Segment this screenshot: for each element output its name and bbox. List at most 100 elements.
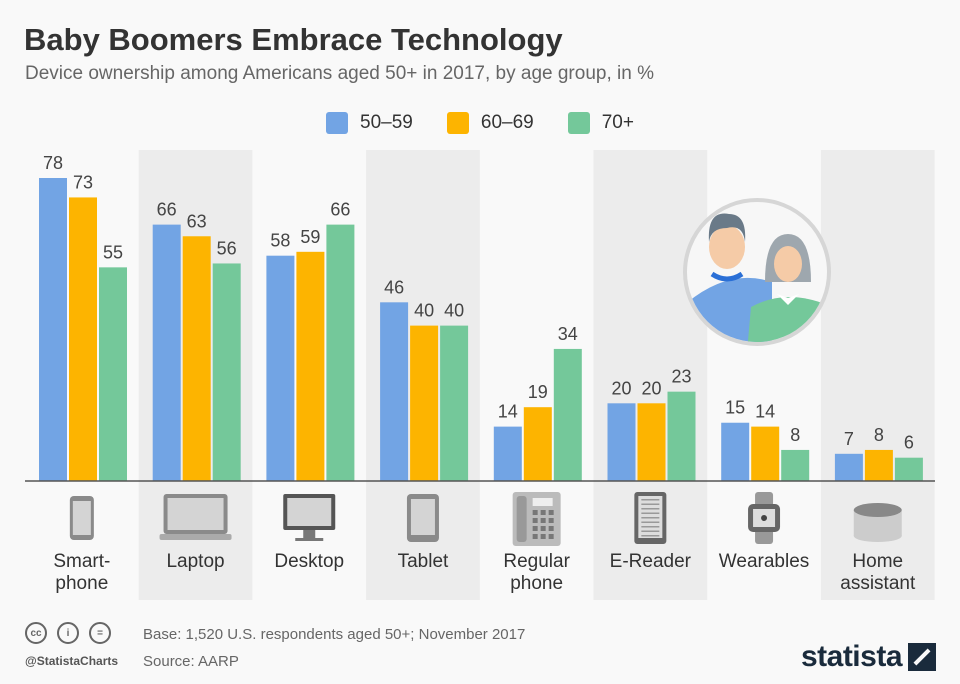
logo-text: statista	[800, 640, 903, 673]
bar	[667, 391, 696, 481]
legend-item-70plus: 70+	[567, 112, 634, 134]
key	[532, 518, 538, 523]
legend-swatch	[326, 112, 349, 134]
text-line	[641, 535, 660, 537]
key	[548, 518, 554, 523]
watch-face	[761, 515, 768, 521]
key	[532, 534, 538, 539]
screen	[410, 499, 435, 535]
category-label: Wearables	[719, 551, 809, 572]
category-label: E-Reader	[610, 551, 692, 572]
data-label: 6	[904, 433, 914, 453]
legend-label: 50–59	[360, 112, 413, 133]
laptop-base	[159, 534, 232, 540]
bar	[721, 422, 750, 481]
statista-logo[interactable]: statista	[801, 640, 936, 674]
footer: cc i = @StatistaCharts Base: 1,520 U.S. …	[0, 620, 960, 684]
data-label: 8	[874, 425, 884, 445]
key	[540, 518, 546, 523]
data-label: 66	[157, 200, 177, 220]
screen	[167, 498, 224, 530]
data-label: 34	[558, 324, 578, 344]
handset	[516, 496, 527, 542]
text-line	[641, 503, 660, 505]
legend-item-50-59: 50–59	[326, 112, 413, 134]
bar	[637, 403, 666, 481]
logo-mark-icon	[908, 643, 936, 671]
key	[548, 526, 554, 531]
key	[540, 534, 546, 539]
data-label: 15	[725, 398, 745, 418]
text-line	[641, 526, 660, 528]
key	[540, 526, 546, 531]
key	[548, 534, 554, 539]
data-label: 40	[414, 301, 434, 321]
category-label: Desktop	[274, 551, 344, 572]
category-label: Regular	[503, 551, 570, 572]
bar	[751, 426, 780, 481]
data-label: 40	[444, 301, 464, 321]
bar	[607, 403, 636, 481]
bar	[212, 263, 241, 481]
bar	[894, 457, 923, 481]
source-note: Source: AARP	[143, 653, 239, 670]
data-label: 8	[790, 425, 800, 445]
category-label: assistant	[840, 573, 916, 594]
bar	[781, 449, 810, 481]
key	[532, 510, 538, 515]
legend-swatch	[446, 112, 469, 134]
screen	[287, 498, 332, 526]
key	[532, 526, 538, 531]
bar	[493, 426, 522, 481]
key	[548, 510, 554, 515]
category-label: Tablet	[398, 551, 449, 572]
legend: 50–59 60–69 70+	[0, 112, 960, 134]
bar	[523, 407, 552, 481]
legend-item-60-69: 60–69	[446, 112, 534, 134]
category-label: Smart-	[53, 551, 110, 572]
cc-icon: cc	[25, 622, 47, 644]
bar	[410, 325, 439, 481]
twitter-handle[interactable]: @StatistaCharts	[25, 654, 119, 668]
data-label: 66	[330, 200, 350, 220]
bar	[182, 236, 211, 481]
bar	[553, 348, 582, 481]
bar	[380, 302, 409, 481]
attribution-icon: i	[57, 622, 79, 644]
data-label: 58	[270, 231, 290, 251]
stand	[303, 530, 316, 538]
text-line	[641, 521, 660, 523]
data-label: 19	[528, 382, 548, 402]
speaker-top	[853, 503, 902, 517]
text-line	[641, 517, 660, 519]
data-label: 20	[611, 378, 631, 398]
bar	[326, 224, 355, 481]
data-label: 78	[43, 153, 63, 173]
no-derivatives-icon: =	[89, 622, 111, 644]
text-line	[641, 499, 660, 501]
bar	[440, 325, 469, 481]
bar	[296, 251, 325, 481]
bar	[266, 255, 295, 481]
legend-label: 60–69	[480, 112, 534, 133]
chart-title: Baby Boomers Embrace Technology	[24, 22, 563, 57]
data-label: 55	[103, 242, 123, 262]
category-label: Home	[852, 551, 903, 572]
data-label: 23	[671, 367, 691, 387]
data-label: 46	[384, 277, 404, 297]
category-label: Laptop	[166, 551, 224, 572]
bar	[152, 224, 181, 481]
data-label: 20	[641, 378, 661, 398]
data-label: 14	[755, 402, 775, 422]
bar	[834, 453, 863, 481]
key	[540, 510, 546, 515]
base-note: Base: 1,520 U.S. respondents aged 50+; N…	[143, 626, 526, 643]
text-line	[641, 512, 660, 514]
data-label: 63	[187, 211, 207, 231]
bar	[864, 449, 893, 481]
category-label: phone	[55, 573, 108, 594]
text-line	[641, 530, 660, 532]
data-label: 59	[300, 227, 320, 247]
